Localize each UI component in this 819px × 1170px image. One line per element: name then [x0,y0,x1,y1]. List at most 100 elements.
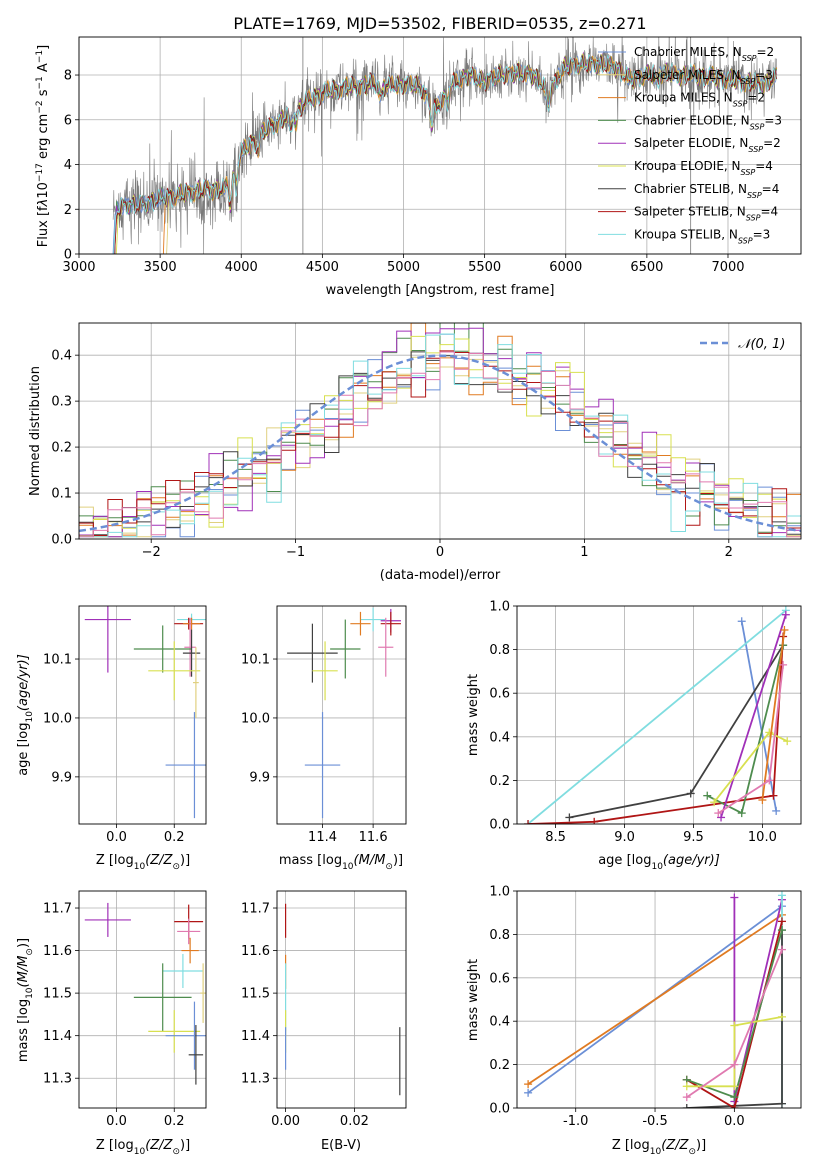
data-point [188,1025,204,1085]
grid [277,891,406,1108]
legend-nssp: =4 [762,182,780,196]
axes-frame [516,890,802,1109]
legend-name: Salpeter MILES, N [634,68,741,82]
label-part: 10 [25,987,35,999]
label-part: )] [180,853,190,868]
grid [79,606,206,824]
x-tick-label: 10.0 [748,830,777,845]
series-marker [777,891,786,900]
y-tick-label: 10.1 [241,653,270,668]
axes-frame [78,605,207,825]
x-axis-label: mass [log10(M/M⊙)] [279,853,403,872]
series-marker [524,1080,533,1089]
legend-nssp: =3 [753,227,771,241]
legend-name: Chabrier ELODIE, N [634,113,750,127]
x-tick-label: 11.6 [359,830,388,845]
legend-sub: SSP [741,76,756,85]
series-marker [682,1082,691,1091]
y-tick-label: 0 [64,248,72,263]
series-marker [682,1104,691,1108]
label-part: 10 [25,711,35,723]
panel-mass_vs_Z: 0.0 0.211.311.411.511.611.7Z [log10(Z/Z⊙)… [16,890,207,1157]
y-tick-label: 0.2 [51,441,72,456]
legend-label: Chabrier STELIB, NSSP=4 [634,182,779,200]
y-tick-label: 11.7 [43,902,72,917]
y-tick-label: 9.9 [51,770,72,785]
panel-spectrum: 3000 3500 4000 4500 5000 5500 6000 6500 7000 0 2 4 6… [35,36,802,298]
label-part: ⊙ [172,1147,180,1157]
series-line [527,636,784,824]
data-point [177,918,201,945]
label-part: −17 [35,163,45,182]
series-marker [737,617,746,626]
series-marker [765,776,774,785]
series-marker [590,817,599,824]
label-part: −1 [35,76,45,89]
series-marker [730,1104,739,1108]
histogram-step [79,351,801,539]
series-marker [769,791,778,800]
y-tick-label: 0.8 [489,928,510,943]
grid [79,891,206,1108]
x-axis-label: wavelength [Angstrom, rest frame] [326,283,555,298]
axes-frame [516,605,802,825]
x-tick-label: 3500 [144,260,177,275]
y-tick-label: 10.0 [43,711,72,726]
y-tick-label: 10.0 [241,711,270,726]
x-tick-label: −1 [286,545,305,560]
x-tick-label: −2 [142,545,161,560]
plot-area [524,891,786,1108]
legend-nssp: =2 [763,136,781,150]
data-point [165,712,206,819]
data-point [184,617,196,677]
data-point [200,963,206,1023]
label-part: ] [36,45,51,50]
x-tick-label: 2 [725,545,733,560]
x-tick-label: 0.2 [164,1114,185,1129]
legend-nssp: =3 [755,68,773,82]
x-tick-label: 1 [580,545,588,560]
x-tick-label: 0.0 [106,1114,127,1129]
x-axis-label: E(B-V) [321,1138,361,1153]
y-tick-label: 0.0 [489,1102,510,1117]
series-marker [772,806,781,815]
label-part: )] [16,938,31,948]
x-tick-label: 7000 [711,260,744,275]
y-tick-label: 8 [64,69,72,84]
y-axis-label: Normed distribution [28,366,43,496]
data-point [330,619,361,679]
y-axis-label: mass weight [466,674,481,756]
x-tick-label: 5000 [387,260,420,275]
label-part: (age/yr)] [663,853,720,868]
legend-nssp: =4 [760,205,778,219]
legend-label: Chabrier ELODIE, NSSP=3 [634,113,782,130]
x-axis-label: Z [log10(Z/Z⊙)] [96,853,190,872]
series-marker [777,917,786,926]
series-marker [565,813,574,822]
data-point [84,606,131,673]
y-tick-label: 11.3 [43,1072,72,1087]
y-tick-label: 11.4 [241,1029,270,1044]
x-axis-label: Z [log10(Z/Z⊙)] [612,1138,706,1157]
x-tick-label: -1.0 [563,1114,588,1129]
label-part: Z [log [96,853,134,868]
legend-label: Kroupa STELIB, NSSP=3 [634,227,770,245]
series-marker [710,798,719,807]
label-part: (M/M [16,956,31,988]
data-point [84,902,131,937]
series-marker [758,796,767,805]
legend-name: Salpeter STELIB, N [634,205,746,219]
label-part: 10 [36,182,51,199]
y-tick-label: 0.6 [489,687,510,702]
plot-area [524,606,792,824]
label-part: 10 [650,1147,662,1157]
series-line [527,914,783,1085]
y-tick-label: 11.5 [43,987,72,1002]
x-tick-label: 8.5 [545,830,566,845]
series-marker [703,791,712,800]
label-part: λ [36,199,51,208]
panel-mass_vs_ebv: 0.00 0.02 11.3 11.4 11.5 11.6 11.7 E(B-V) [241,890,407,1153]
axes-frame [78,890,207,1109]
